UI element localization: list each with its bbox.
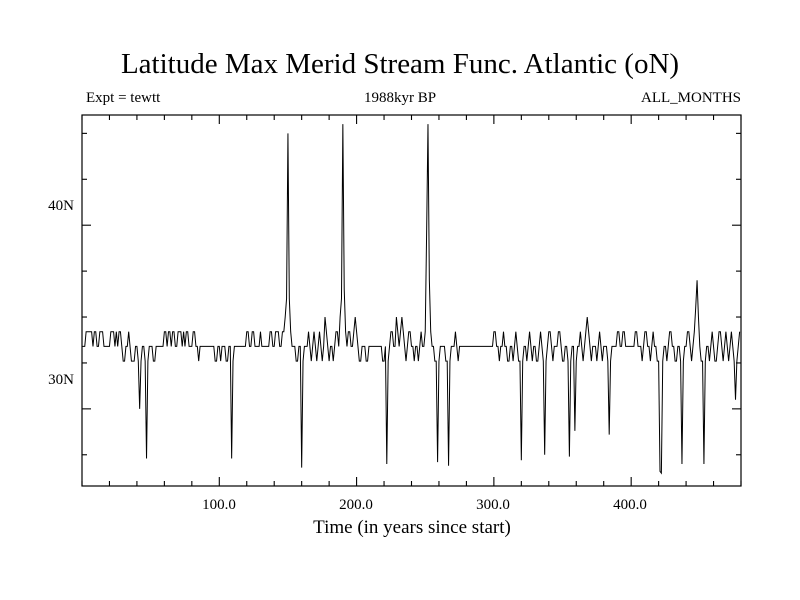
xtick-label-100: 100.0 bbox=[202, 497, 236, 513]
experiment-label: Expt = tewtt bbox=[86, 90, 161, 106]
period-label: 1988kyr BP bbox=[363, 90, 437, 106]
plot-frame bbox=[81, 114, 742, 487]
ytick-label-30n: 30N bbox=[48, 372, 74, 388]
xtick-label-300: 300.0 bbox=[476, 497, 510, 513]
axis-ticks bbox=[81, 115, 742, 486]
months-label: ALL_MONTHS bbox=[641, 90, 741, 106]
data-series-group bbox=[82, 124, 741, 475]
ytick-label-40n: 40N bbox=[48, 198, 74, 214]
xtick-label-200: 200.0 bbox=[339, 497, 373, 513]
axes-frame bbox=[81, 114, 742, 487]
xtick-label-400: 400.0 bbox=[613, 497, 647, 513]
page-title: Latitude Max Merid Stream Func. Atlantic… bbox=[120, 48, 680, 80]
data-line-latitude-max-amoc bbox=[82, 124, 741, 475]
x-axis-label: Time (in years since start) bbox=[313, 517, 511, 538]
